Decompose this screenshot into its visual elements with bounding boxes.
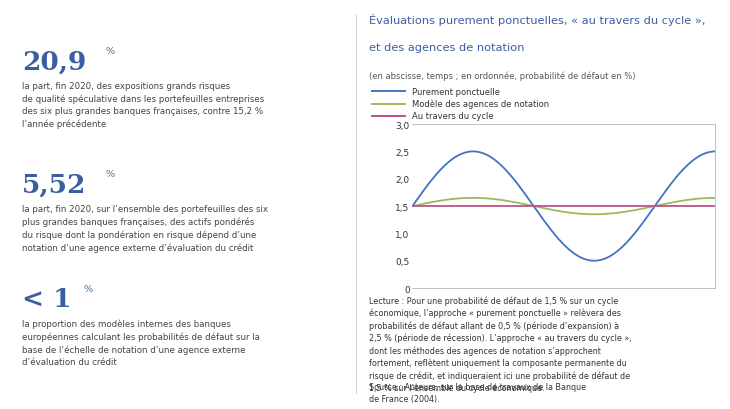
Text: (en abscisse, temps ; en ordonnée, probabilité de défaut en %): (en abscisse, temps ; en ordonnée, proba… bbox=[369, 72, 635, 81]
Text: %: % bbox=[106, 170, 115, 179]
Text: %: % bbox=[84, 284, 93, 293]
Text: Évaluations purement ponctuelles, « au travers du cycle »,: Évaluations purement ponctuelles, « au t… bbox=[369, 14, 705, 26]
Text: Modèle des agences de notation: Modèle des agences de notation bbox=[412, 99, 550, 109]
Text: Lecture : Pour une probabilité de défaut de 1,5 % sur un cycle
économique, l’app: Lecture : Pour une probabilité de défaut… bbox=[369, 295, 631, 392]
Text: %: % bbox=[106, 47, 115, 56]
Text: et des agences de notation: et des agences de notation bbox=[369, 43, 524, 53]
Text: la part, fin 2020, sur l’ensemble des portefeuilles des six
plus grandes banques: la part, fin 2020, sur l’ensemble des po… bbox=[22, 204, 268, 252]
Text: < 1: < 1 bbox=[22, 286, 72, 311]
Text: Source : Auteurs, sur la base de travaux de la Banque
de France (2004).: Source : Auteurs, sur la base de travaux… bbox=[369, 382, 585, 403]
Text: la part, fin 2020, des expositions grands risques
de qualité spéculative dans le: la part, fin 2020, des expositions grand… bbox=[22, 82, 264, 128]
Text: Au travers du cycle: Au travers du cycle bbox=[412, 112, 494, 121]
Text: la proportion des modèles internes des banques
européennes calculant les probabi: la proportion des modèles internes des b… bbox=[22, 319, 260, 366]
Text: 5,52: 5,52 bbox=[22, 172, 86, 197]
Text: Purement ponctuelle: Purement ponctuelle bbox=[412, 88, 501, 97]
Text: 20,9: 20,9 bbox=[22, 49, 86, 74]
